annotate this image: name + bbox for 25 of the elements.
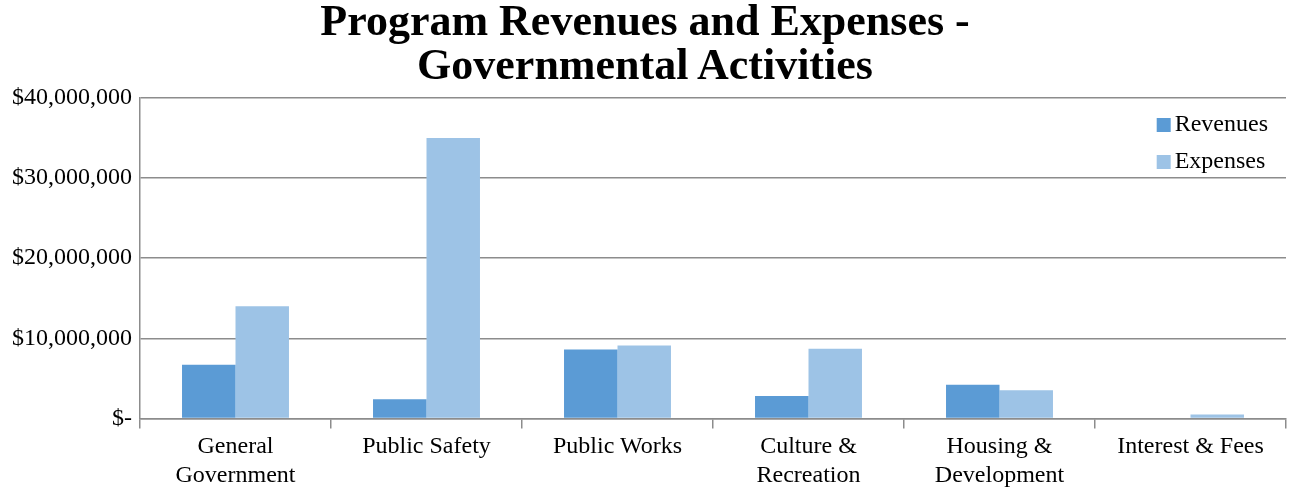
- bar: [946, 384, 1000, 418]
- bar: [235, 306, 289, 418]
- x-tick-label: General Government: [175, 432, 296, 487]
- bar: [426, 138, 480, 418]
- bar: [999, 390, 1053, 418]
- legend-label: Revenues: [1174, 110, 1269, 137]
- x-tick-label: Public Works: [553, 432, 682, 459]
- bar: [808, 348, 862, 418]
- x-tick-label: Public Safety: [362, 432, 491, 459]
- bar: [373, 399, 427, 418]
- bar: [564, 349, 618, 418]
- y-tick-label: $10,000,000: [12, 323, 132, 350]
- x-tick-label: Culture & Recreation: [756, 432, 861, 487]
- bar: [617, 345, 671, 418]
- x-tick-label: Interest & Fees: [1117, 432, 1264, 459]
- y-tick-label: $40,000,000: [12, 83, 132, 110]
- bar: [182, 364, 236, 418]
- bar: [1190, 414, 1244, 418]
- x-tick-label: Housing & Development: [934, 432, 1065, 487]
- y-tick-label: $30,000,000: [12, 163, 132, 190]
- bar: [755, 395, 809, 418]
- y-tick-label: $-: [112, 403, 132, 430]
- legend-label: Expenses: [1174, 147, 1266, 174]
- y-tick-label: $20,000,000: [12, 243, 132, 270]
- chart-title: Program Revenues and Expenses - Governmental Activities: [320, 0, 970, 90]
